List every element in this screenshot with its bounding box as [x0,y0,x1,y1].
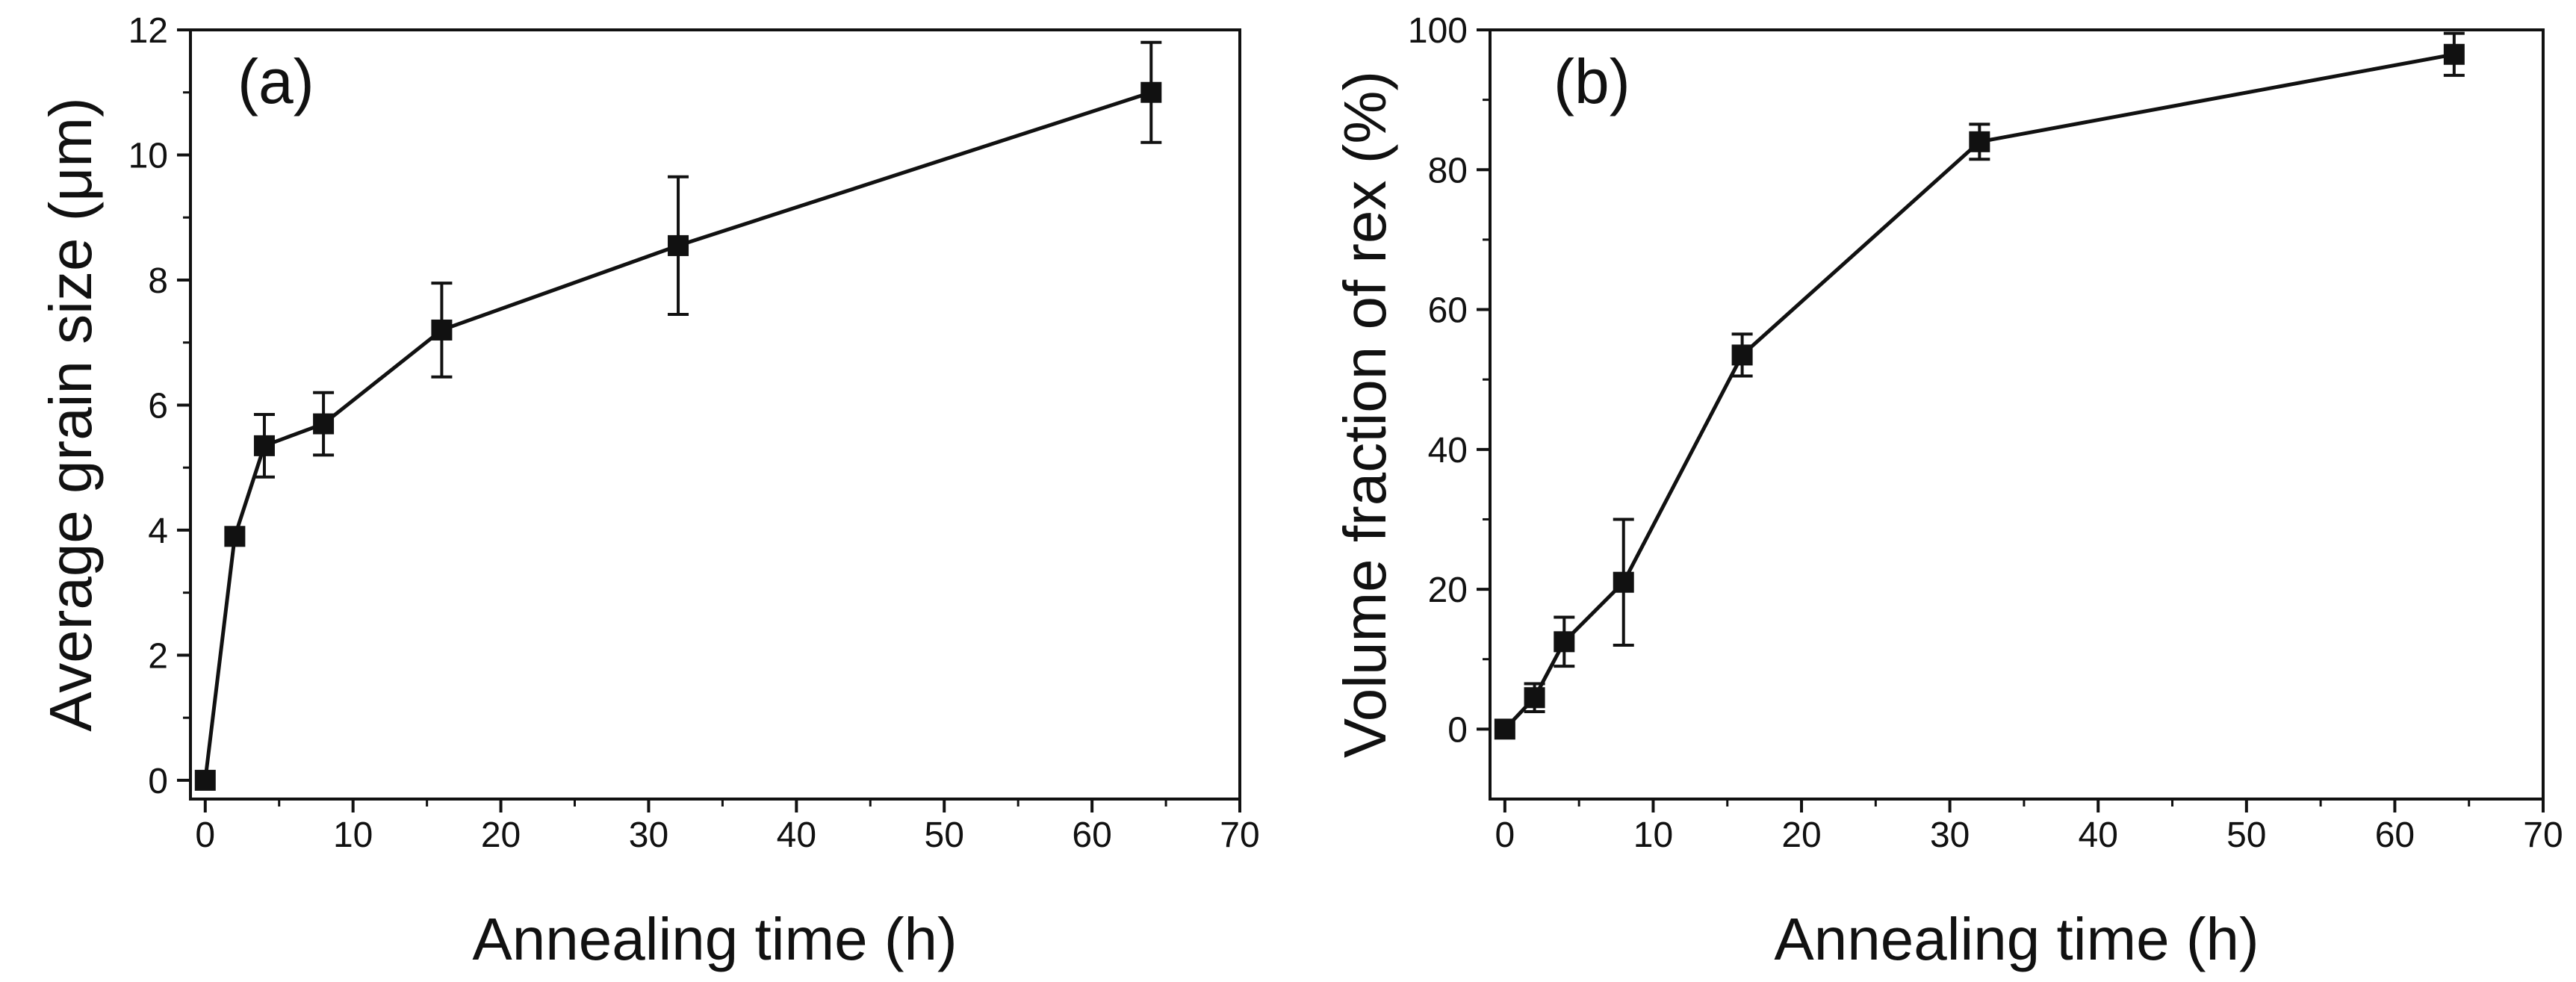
panel-b-data-point [1731,344,1753,366]
panel-a-data-point [431,319,453,341]
panel-a-plot-frame [189,28,1241,801]
panel-b-y-tick-label: 80 [1428,151,1468,190]
panel-b-x-tick-label: 50 [2226,815,2266,855]
panel-b-x-tick-label: 10 [1633,815,1673,855]
panel-a-x-tick-label: 20 [481,815,521,855]
panel-b-x-tick-label: 70 [2523,815,2563,855]
panel-b-y-tick-label: 100 [1408,11,1468,51]
panel-b-data-point [1554,631,1575,653]
panel-b-y-tick-label: 20 [1428,571,1468,610]
panel-a-x-tick-label: 40 [777,815,816,855]
panel-a-x-tick-label: 10 [333,815,373,855]
panel-b-x-tick-label: 30 [1930,815,1970,855]
panel-b-x-tick-label: 60 [2375,815,2415,855]
panel-a-data-point [194,769,216,791]
panel-a-y-tick-label: 12 [128,11,168,51]
panel-a-data-point [668,234,689,256]
panel-b-tick-labels: 0 10 20 30 40 50 60 70 0 20 40 60 80 100 [1408,11,2563,855]
panel-b-markers [1494,43,2465,740]
panel-b-ticks [1477,28,2545,812]
panel-a-x-tick-label: 60 [1072,815,1111,855]
panel-b-x-tick-label: 40 [2079,815,2118,855]
panel-a-y-axis-title: Average grain size (μm) [37,97,104,731]
panel-b-data-point [2443,43,2465,65]
panel-a-error-bars [253,40,1162,479]
panel-a-data-point [224,526,246,547]
panel-b-chart: 0 10 20 30 40 50 60 70 0 20 40 60 80 100 (b) Annealin… [1332,11,2563,972]
panel-b-data-point [1969,131,1990,152]
panel-a-x-tick-label: 50 [925,815,964,855]
panel-b-x-tick-label: 0 [1495,815,1515,855]
panel-b-y-tick-label: 40 [1428,431,1468,470]
panel-b-y-tick-label: 0 [1447,710,1468,750]
panel-a-data-point [1140,81,1162,103]
panel-a-y-tick-label: 8 [148,261,168,301]
panel-b-x-tick-label: 20 [1781,815,1821,855]
panel-a-x-tick-label: 70 [1220,815,1259,855]
panel-a-x-tick-label: 30 [629,815,668,855]
panel-b-data-point [1524,687,1545,709]
panel-a-y-tick-label: 10 [128,136,168,175]
panel-a-data-point [313,413,335,435]
panel-a-x-axis-title: Annealing time (h) [472,906,957,972]
panel-a-y-tick-label: 6 [148,386,168,426]
panel-a-label: (a) [238,46,314,116]
panel-a-markers [194,81,1162,791]
panel-b-data-point [1494,718,1515,740]
panel-a-tick-labels: 0 10 20 30 40 50 60 70 0 2 4 6 8 10 12 [128,11,1260,855]
panel-a-x-tick-label: 0 [195,815,215,855]
panel-a-y-tick-label: 2 [148,636,168,676]
panel-a-ticks [177,28,1241,812]
panel-b-x-axis-title: Annealing time (h) [1774,906,2259,972]
panel-b-label: (b) [1554,46,1630,116]
panel-a-data-point [253,435,275,456]
panel-a-y-tick-label: 4 [148,512,168,551]
panel-b-plot-frame [1489,28,2545,801]
panel-b-y-tick-label: 60 [1428,291,1468,331]
panel-b-error-bars [1524,31,2465,713]
panel-a-chart: 0 10 20 30 40 50 60 70 0 2 4 6 8 10 12 (a) Annealing t… [37,11,1260,972]
panel-b-data-point [1613,571,1634,593]
panel-b-y-axis-title: Volume fraction of rex (%) [1332,71,1398,758]
panel-a-y-tick-label: 0 [148,762,168,801]
